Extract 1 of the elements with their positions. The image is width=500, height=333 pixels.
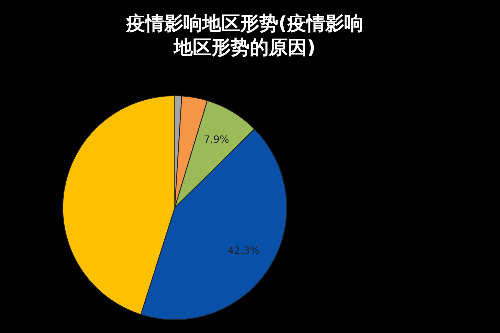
title: 疫情影响地区形势(疫情影响地区形势的原因) xyxy=(126,13,364,59)
